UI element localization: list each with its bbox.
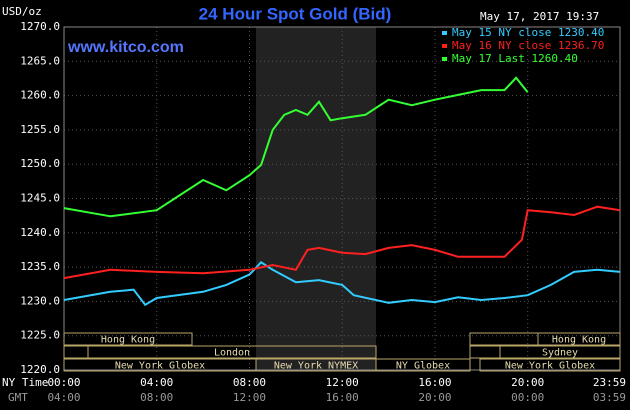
x-tick-label-gmt: 12:00 (233, 391, 266, 404)
x-tick-label-gmt: 04:00 (47, 391, 80, 404)
x-tick-label: 04:00 (140, 376, 173, 389)
legend-label: May 16 NY close 1236.70 (452, 39, 604, 52)
y-tick-label: 1245.0 (20, 192, 60, 205)
y-tick-label: 1235.0 (20, 260, 60, 273)
legend-swatch (442, 44, 447, 48)
session-label: London (214, 348, 250, 359)
y-tick-label: 1220.0 (20, 363, 60, 376)
x-tick-label: 00:00 (47, 376, 80, 389)
legend-swatch (442, 57, 447, 61)
timestamp: May 17, 2017 19:37 (480, 10, 599, 23)
session-box (87, 345, 377, 359)
session-box (479, 358, 621, 372)
unit-label: USD/oz (2, 5, 42, 18)
session-label: Hong Kong (101, 335, 155, 346)
x-tick-label-gmt: 00:00 (511, 391, 544, 404)
y-tick-label: 1260.0 (20, 89, 60, 102)
session-box (375, 358, 471, 372)
session-label: New York NYMEX (274, 361, 358, 372)
session-label: NY Globex (396, 361, 450, 372)
grid (63, 26, 621, 371)
x-tick-label: 12:00 (326, 376, 359, 389)
series-line (63, 76, 529, 218)
session-box (499, 345, 621, 359)
plot-border (63, 26, 621, 371)
session-label: Hong Kong (552, 335, 606, 346)
session-label: New York Globex (115, 361, 205, 372)
site-label: www.kitco.com (67, 39, 184, 56)
chart-title: 24 Hour Spot Gold (Bid) (199, 4, 392, 23)
x-tick-label-gmt: 20:00 (418, 391, 451, 404)
y-tick-label: 1230.0 (20, 294, 60, 307)
x-tick-label: 23:59 (593, 376, 626, 389)
y-tick-label: 1270.0 (20, 20, 60, 33)
session-label: Sydney (542, 348, 578, 359)
x-tick-label-gmt: 08:00 (140, 391, 173, 404)
session-box (537, 332, 621, 346)
series-line (63, 205, 621, 280)
session-label: New York Globex (505, 361, 595, 372)
x-tick-label: 20:00 (511, 376, 544, 389)
session-box (63, 332, 193, 346)
y-tick-label: 1265.0 (20, 54, 60, 67)
y-tick-label: 1255.0 (20, 123, 60, 136)
y-tick-label: 1240.0 (20, 226, 60, 239)
x-tick-label-gmt: 16:00 (326, 391, 359, 404)
x-row-label: GMT (8, 391, 28, 404)
x-row-label: NY Time (2, 376, 48, 389)
plot (63, 76, 621, 307)
legend-label: May 17 Last 1260.40 (452, 52, 578, 65)
y-tick-label: 1250.0 (20, 157, 60, 170)
x-tick-label: 16:00 (418, 376, 451, 389)
x-tick-label-gmt: 03:59 (593, 391, 626, 404)
series-line (63, 261, 621, 307)
x-tick-label: 08:00 (233, 376, 266, 389)
legend-swatch (442, 31, 447, 35)
y-tick-label: 1225.0 (20, 329, 60, 342)
legend-label: May 15 NY close 1230.40 (452, 26, 604, 39)
